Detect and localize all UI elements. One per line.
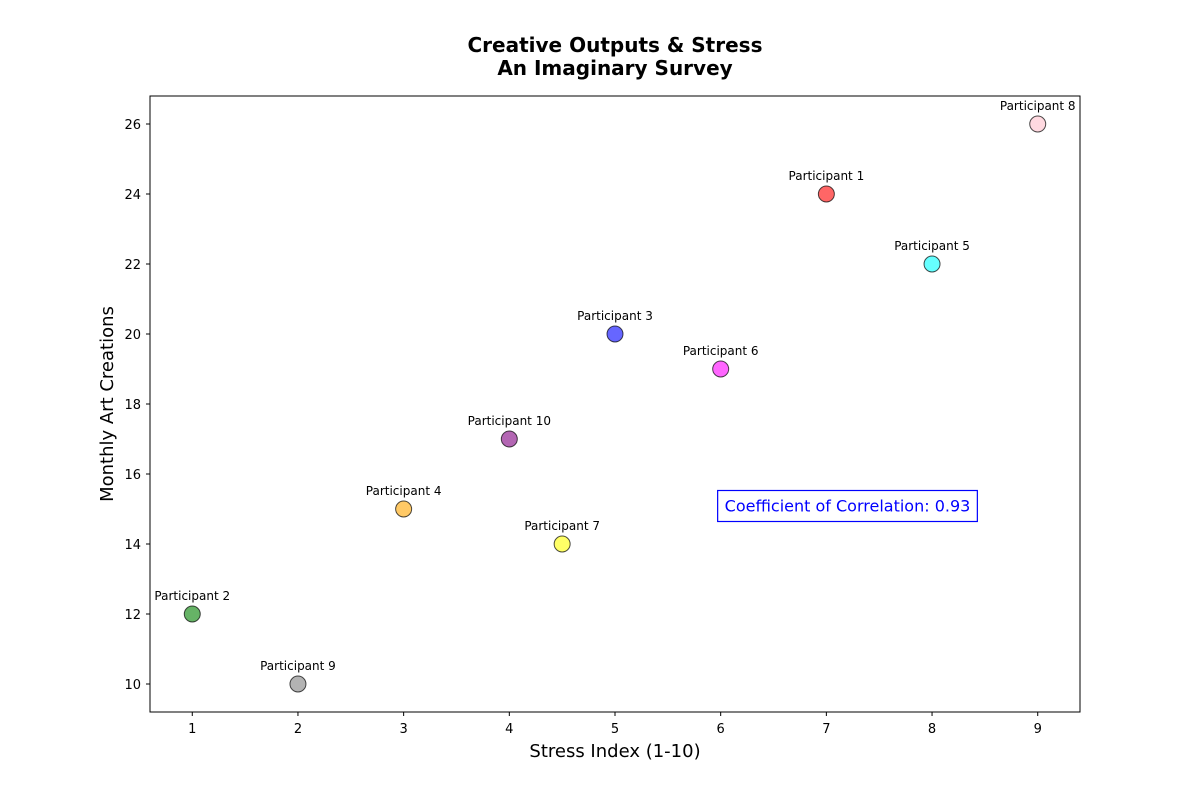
x-tick-label: 1 [188,722,196,737]
data-point [183,605,201,623]
point-label: Participant 9 [260,659,336,673]
data-point [395,500,413,518]
y-tick-label: 12 [124,608,141,623]
x-tick-label: 5 [611,722,619,737]
x-tick-label: 6 [717,722,725,737]
x-tick-label: 7 [822,722,830,737]
x-axis-label: Stress Index (1-10) [529,741,700,762]
data-point [289,675,307,693]
point-label: Participant 7 [524,519,600,533]
y-tick-label: 14 [124,538,141,553]
point-label: Participant 8 [1000,99,1076,113]
point-label: Participant 10 [468,414,551,428]
x-tick-label: 9 [1034,722,1042,737]
point-label: Participant 5 [894,239,970,253]
y-tick-label: 18 [124,398,141,413]
data-points [183,115,1047,693]
data-point [1029,115,1047,133]
x-axis-ticks: 1 2 3 4 5 6 7 8 9 [188,712,1042,737]
y-axis-label: Monthly Art Creations [97,306,118,502]
point-label: Participant 1 [789,169,865,183]
data-point [553,535,571,553]
x-tick-label: 3 [399,722,407,737]
y-tick-label: 16 [124,468,141,483]
point-label: Participant 4 [366,484,442,498]
x-tick-label: 8 [928,722,936,737]
chart-title: Creative Outputs & Stress [468,33,763,57]
point-labels: Participant 1 Participant 2 Participant 3 P… [154,99,1075,673]
data-point [606,325,624,343]
plot-area [149,95,1081,713]
data-point [923,255,941,273]
point-label: Participant 2 [154,589,230,603]
x-tick-label: 4 [505,722,513,737]
data-point [817,185,835,203]
y-axis-ticks: 10 12 14 16 18 20 22 24 26 [124,118,150,693]
x-tick-label: 2 [294,722,302,737]
point-label: Participant 3 [577,309,653,323]
y-tick-label: 10 [124,678,141,693]
correlation-annotation: Coefficient of Correlation: 0.93 [717,489,978,523]
y-tick-label: 26 [124,118,141,133]
y-tick-label: 24 [124,188,141,203]
annotation-text: Coefficient of Correlation: 0.93 [725,497,971,516]
point-label: Participant 6 [683,344,759,358]
annotation-box [717,489,978,523]
y-tick-label: 22 [124,258,141,273]
chart-subtitle: An Imaginary Survey [497,56,732,80]
data-point [712,360,730,378]
data-point [500,430,518,448]
y-tick-label: 20 [124,328,141,343]
